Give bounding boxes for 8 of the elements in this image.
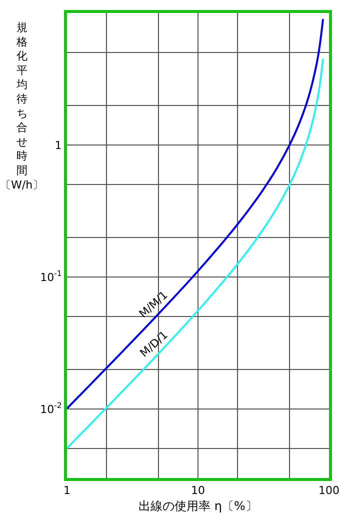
x-axis-title: 出線の使用率 η〔%〕 <box>138 499 258 514</box>
x-tick-label: 10 <box>191 484 205 498</box>
x-tick-label: 1 <box>64 484 70 498</box>
text: 規格化平均待ち合せ時間〔W/h〕 <box>0 21 44 192</box>
y-tick-label: 10$^{-1}$ <box>40 269 62 284</box>
x-tick-label: 100 <box>318 484 340 498</box>
y-tick-label: 1 <box>54 138 62 152</box>
y-tick-label: 10$^{-2}$ <box>40 401 62 416</box>
